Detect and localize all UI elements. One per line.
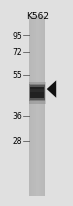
Bar [32, 16, 33, 196]
Bar [42, 16, 43, 196]
Bar [30, 88, 44, 99]
Text: 72: 72 [12, 48, 22, 57]
Bar [38, 16, 39, 196]
Bar [30, 86, 45, 101]
Bar [29, 16, 45, 196]
Text: 28: 28 [12, 137, 22, 146]
Text: 55: 55 [12, 71, 22, 80]
Bar [31, 16, 32, 196]
Bar [36, 16, 37, 196]
Bar [34, 16, 35, 196]
Bar [37, 16, 38, 196]
Bar [44, 16, 45, 196]
Text: 95: 95 [12, 32, 22, 41]
Bar [33, 16, 34, 196]
Bar [40, 16, 41, 196]
Polygon shape [47, 81, 56, 98]
Bar [29, 16, 30, 196]
Bar [29, 82, 46, 104]
Bar [30, 16, 31, 196]
Bar [30, 90, 44, 93]
Bar [43, 16, 44, 196]
Bar [35, 16, 36, 196]
Text: 36: 36 [12, 112, 22, 121]
Bar [29, 84, 45, 102]
Bar [41, 16, 42, 196]
Text: K562: K562 [26, 12, 49, 21]
Bar [39, 16, 40, 196]
